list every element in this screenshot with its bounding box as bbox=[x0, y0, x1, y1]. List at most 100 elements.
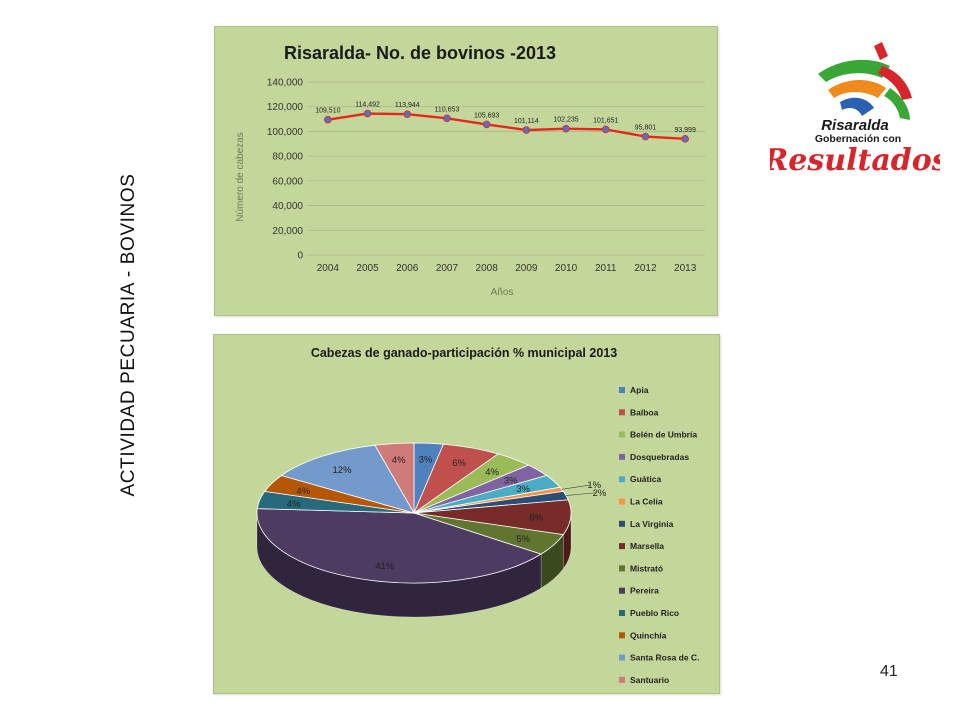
legend-swatch bbox=[619, 409, 625, 416]
pie-data-label: 41% bbox=[375, 561, 395, 572]
pie-data-label: 4% bbox=[287, 499, 301, 510]
pie-data-label: 5% bbox=[516, 534, 530, 545]
legend-item: Santa Rosa de C. bbox=[630, 653, 699, 663]
data-label: 95,801 bbox=[635, 125, 657, 132]
logo-swoosh-red bbox=[874, 42, 888, 60]
pie-slice bbox=[280, 444, 415, 514]
pie-chart: Cabezas de ganado-participación % munici… bbox=[256, 346, 699, 685]
x-tick-label: 2006 bbox=[396, 263, 419, 274]
legend-item: Quinchía bbox=[630, 630, 667, 640]
y-tick-label: 60,000 bbox=[272, 176, 303, 187]
legend-swatch bbox=[619, 543, 625, 550]
pie-data-label: 4% bbox=[485, 467, 499, 478]
x-tick-label: 2004 bbox=[317, 263, 340, 274]
logo-swoosh-red-arm bbox=[878, 66, 912, 100]
legend-swatch bbox=[619, 431, 625, 438]
pie-data-label: 12% bbox=[333, 465, 353, 476]
data-label: 101,114 bbox=[514, 118, 539, 125]
data-point bbox=[641, 132, 650, 141]
legend-swatch bbox=[619, 476, 625, 483]
x-tick-label: 2005 bbox=[356, 263, 379, 274]
logo-swoosh-green bbox=[818, 59, 890, 82]
logo-line2: Gobernación con bbox=[815, 133, 901, 145]
legend-item: Mistrató bbox=[630, 563, 663, 573]
legend-item: La Celia bbox=[630, 497, 663, 507]
data-point bbox=[403, 110, 412, 118]
pie-data-label: 2% bbox=[593, 488, 607, 499]
side-title: ACTIVIDAD PECUARIA - BOVINOS bbox=[105, 120, 145, 550]
data-label: 114,492 bbox=[355, 102, 380, 109]
data-label: 102,235 bbox=[553, 117, 578, 124]
legend-swatch bbox=[619, 676, 625, 683]
data-label: 105,693 bbox=[474, 112, 499, 119]
legend-swatch bbox=[619, 632, 625, 639]
legend-item: Balboa bbox=[630, 407, 659, 417]
logo-line3: Resultados bbox=[770, 143, 940, 178]
line-chart-title: Risaralda- No. de bovinos -2013 bbox=[284, 43, 556, 63]
page-number: 41 bbox=[880, 663, 898, 680]
series-line bbox=[327, 112, 686, 141]
data-point bbox=[482, 120, 491, 129]
line-chart: Risaralda- No. de bovinos -2013 Número d… bbox=[235, 43, 705, 298]
pie-data-label: 4% bbox=[296, 486, 310, 497]
line-chart-ylabel: Número de cabezas bbox=[235, 132, 246, 222]
logo-swoosh-green-arm bbox=[884, 88, 910, 120]
x-tick-label: 2011 bbox=[595, 263, 617, 274]
legend-item: Pereira bbox=[630, 586, 659, 596]
y-tick-label: 0 bbox=[297, 251, 303, 262]
x-tick-label: 2007 bbox=[436, 263, 459, 274]
legend-item: Guática bbox=[630, 474, 661, 484]
pie-data-label: 3% bbox=[516, 484, 530, 495]
y-tick-label: 100,000 bbox=[267, 127, 304, 138]
y-tick-label: 80,000 bbox=[272, 152, 303, 163]
logo-swoosh-blue bbox=[840, 97, 874, 116]
x-tick-label: 2009 bbox=[515, 263, 538, 274]
data-label: 101,651 bbox=[593, 117, 618, 124]
data-point bbox=[363, 109, 372, 118]
y-tick-label: 120,000 bbox=[267, 102, 304, 113]
legend-item: Pueblo Rico bbox=[630, 608, 679, 618]
pie-data-label: 4% bbox=[392, 455, 406, 466]
legend-swatch bbox=[619, 498, 625, 505]
legend-item: Apia bbox=[630, 385, 649, 395]
legend-item: La Virginia bbox=[630, 519, 674, 529]
y-tick-label: 140,000 bbox=[267, 78, 304, 89]
x-tick-label: 2008 bbox=[476, 263, 499, 274]
data-label: 109,510 bbox=[315, 108, 340, 115]
data-point bbox=[522, 126, 531, 134]
data-label: 110,653 bbox=[435, 106, 460, 113]
pie-data-label: 3% bbox=[504, 476, 518, 487]
leader-line bbox=[561, 484, 591, 490]
pie-chart-panel: Cabezas de ganado-participación % munici… bbox=[213, 334, 720, 694]
data-label: 93,999 bbox=[674, 127, 696, 134]
legend-swatch bbox=[619, 520, 625, 527]
pie-slice bbox=[256, 508, 542, 584]
pie-data-label: 8% bbox=[529, 512, 543, 523]
y-tick-label: 20,000 bbox=[272, 226, 303, 237]
legend-swatch bbox=[619, 565, 625, 572]
pie-data-label: 1% bbox=[587, 480, 601, 491]
x-tick-label: 2010 bbox=[555, 263, 578, 274]
data-point bbox=[443, 114, 451, 123]
legend-swatch bbox=[619, 453, 625, 460]
y-tick-label: 40,000 bbox=[272, 201, 303, 212]
pie-data-label: 3% bbox=[419, 455, 433, 466]
legend-item: Dosquebradas bbox=[630, 452, 689, 462]
data-point bbox=[562, 124, 570, 133]
data-label: 113,944 bbox=[395, 102, 420, 109]
pie-chart-title: Cabezas de ganado-participación % munici… bbox=[311, 346, 617, 360]
data-point bbox=[681, 135, 689, 143]
line-chart-xlabel: Años bbox=[491, 287, 514, 298]
data-point bbox=[324, 115, 332, 124]
pie-data-label: 6% bbox=[452, 458, 466, 469]
pie-slice bbox=[374, 442, 415, 515]
x-tick-label: 2013 bbox=[674, 263, 697, 274]
leader-line bbox=[566, 492, 596, 496]
logo-line1: Risaralda bbox=[821, 117, 889, 134]
data-point bbox=[601, 125, 610, 134]
logo-swoosh-orange bbox=[828, 80, 886, 98]
legend-item: Marsella bbox=[630, 541, 664, 551]
side-title-text: ACTIVIDAD PECUARIA - BOVINOS bbox=[118, 174, 139, 497]
legend-swatch bbox=[619, 587, 625, 594]
legend-swatch bbox=[619, 387, 625, 393]
